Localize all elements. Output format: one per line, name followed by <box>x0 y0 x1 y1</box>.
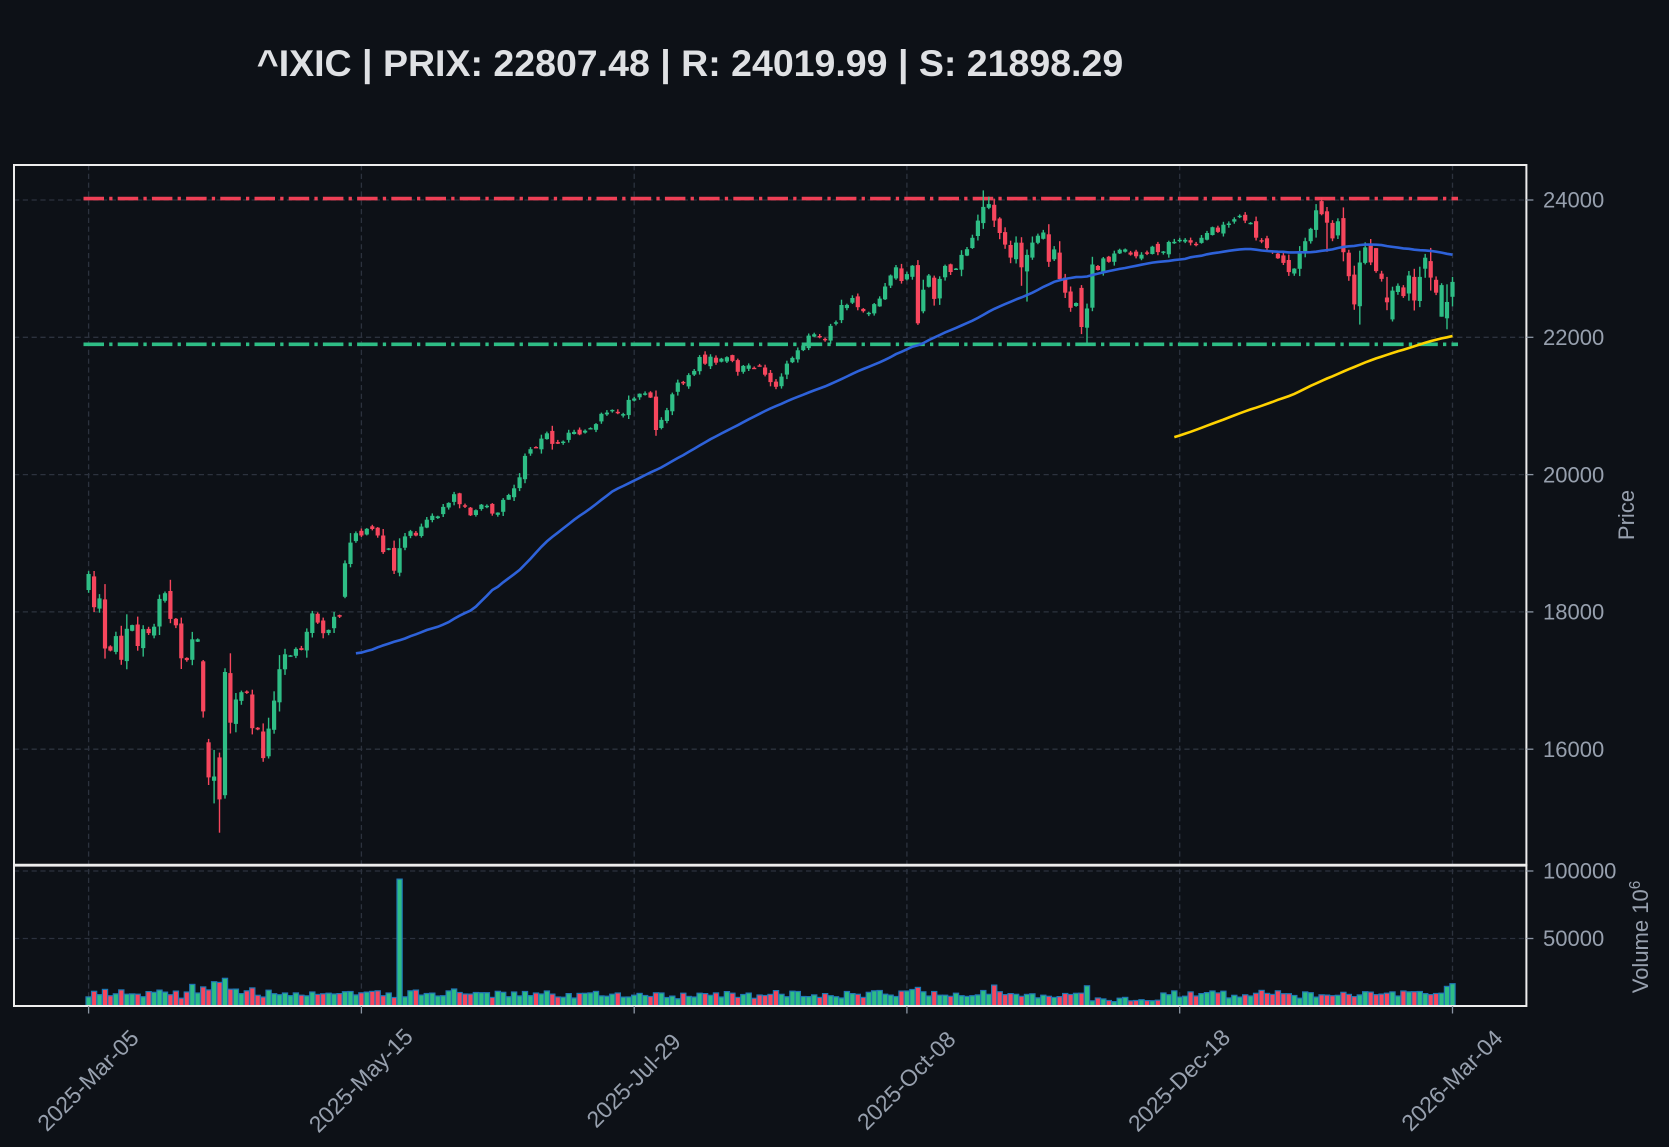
svg-text:20000: 20000 <box>1543 462 1604 487</box>
svg-text:18000: 18000 <box>1543 600 1604 625</box>
svg-text:16000: 16000 <box>1543 737 1604 762</box>
svg-text:50000: 50000 <box>1543 926 1604 951</box>
svg-text:Volume 106: Volume 106 <box>1627 881 1654 994</box>
svg-text:24000: 24000 <box>1543 188 1604 213</box>
svg-text:22000: 22000 <box>1543 325 1604 350</box>
svg-text:Price: Price <box>1614 490 1639 540</box>
svg-text:^IXIC | PRIX: 22807.48 | R: 24: ^IXIC | PRIX: 22807.48 | R: 24019.99 | S… <box>257 42 1123 85</box>
svg-text:100000: 100000 <box>1543 859 1616 884</box>
